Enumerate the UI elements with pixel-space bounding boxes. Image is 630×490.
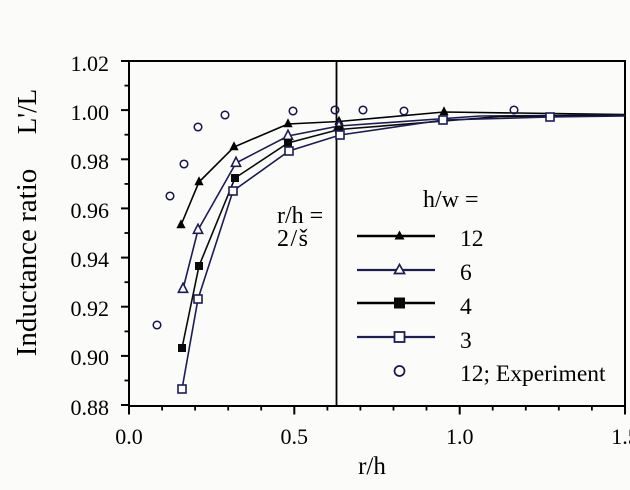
svg-text:0.98: 0.98	[71, 149, 110, 174]
svg-text:0.94: 0.94	[71, 247, 110, 272]
svg-text:r/h =: r/h =	[277, 203, 323, 229]
svg-text:0.96: 0.96	[71, 198, 110, 223]
svg-text:4: 4	[460, 294, 472, 320]
svg-text:3: 3	[460, 328, 472, 354]
svg-text:0.5: 0.5	[281, 424, 309, 449]
svg-text:6: 6	[460, 260, 472, 286]
svg-text:12; Experiment: 12; Experiment	[460, 361, 606, 387]
svg-text:r/h: r/h	[358, 453, 386, 480]
svg-text:1.0: 1.0	[446, 424, 474, 449]
svg-text:0.92: 0.92	[71, 296, 110, 321]
svg-text:1.5: 1.5	[611, 424, 630, 449]
svg-text:12: 12	[460, 226, 484, 252]
svg-text:1.02: 1.02	[71, 51, 110, 76]
svg-text:2/š: 2/š	[277, 226, 310, 252]
svg-text:0.90: 0.90	[71, 345, 110, 370]
svg-text:0.88: 0.88	[71, 395, 110, 420]
svg-text:h/w =: h/w =	[423, 187, 479, 213]
svg-text:1.00: 1.00	[71, 100, 110, 125]
svg-text:L'/L: L'/L	[12, 89, 42, 134]
svg-text:0.0: 0.0	[115, 424, 143, 449]
svg-text:Inductance ratio: Inductance ratio	[11, 169, 43, 357]
